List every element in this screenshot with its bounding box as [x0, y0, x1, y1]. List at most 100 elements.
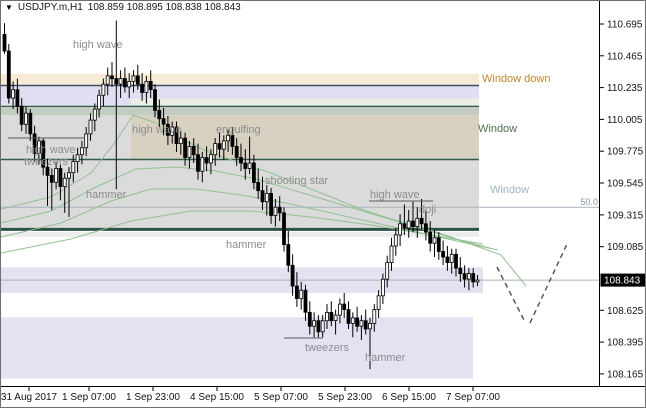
bear-candle [428, 231, 433, 244]
price-axis-label: 110.695 [607, 20, 643, 31]
pattern-annotation: engulfing [216, 124, 261, 136]
gray-understrip [1, 232, 479, 237]
pattern-annotation: high wave [26, 144, 76, 156]
pattern-annotation: Window [478, 123, 517, 135]
bull-candle [11, 89, 16, 99]
bull-candle [406, 220, 411, 229]
bear-candle [251, 162, 256, 183]
moving-average-line [1, 210, 484, 254]
bear-candle [355, 317, 360, 327]
bear-candle [290, 264, 295, 287]
bull-candle [101, 83, 106, 96]
bull-candle [67, 172, 71, 179]
bear-candle [148, 81, 153, 91]
price-axis-label: 108.395 [607, 338, 644, 349]
bull-candle [333, 314, 338, 322]
bull-candle [200, 157, 205, 172]
bear-candle [423, 223, 428, 233]
time-axis-label: 6 Sep 15:00 [382, 392, 436, 403]
bull-candle [247, 162, 252, 169]
pattern-annotation: high wave [73, 39, 123, 51]
price-axis-label: 110.005 [607, 115, 643, 126]
bull-candle [24, 112, 28, 125]
pattern-annotation: high wave [370, 189, 420, 201]
bull-candle [187, 145, 192, 158]
bull-candle [144, 81, 149, 93]
pattern-annotation: hammer [226, 239, 267, 251]
bull-candle [213, 143, 218, 156]
bear-candle [123, 78, 127, 88]
bull-candle [88, 119, 93, 135]
bear-candle [441, 251, 446, 258]
pattern-annotation: tweezers [24, 156, 69, 168]
bull-candle [398, 223, 403, 236]
bear-candle [346, 309, 351, 324]
bull-candle [221, 140, 226, 150]
bull-candle [84, 133, 89, 149]
symbol-dropdown-icon[interactable]: ▼ [5, 2, 13, 12]
bull-candle [71, 161, 76, 174]
chart-title-bar: ▼ USDJPY.m,H1 108.859 108.895 108.838 10… [5, 2, 241, 13]
bear-candle [204, 157, 209, 164]
pattern-annotation: shooting star [265, 175, 328, 187]
bear-candle [165, 123, 170, 136]
bear-candle [329, 311, 334, 322]
chart-symbol-title: USDJPY.m,H1 [17, 2, 83, 13]
bear-candle [217, 143, 222, 150]
bull-candle [350, 317, 355, 324]
bear-candle [260, 190, 265, 203]
time-axis-label: 1 Sep 23:00 [126, 392, 180, 403]
bear-candle [363, 320, 368, 330]
bear-candle [239, 157, 243, 164]
bear-candle [419, 217, 424, 225]
bull-candle [376, 295, 381, 310]
time-axis-label: 1 Sep 07:00 [62, 392, 116, 403]
price-axis-label: 110.235 [607, 83, 643, 94]
current-price-tag [600, 273, 645, 287]
price-axis-label: 108.625 [607, 306, 644, 317]
bull-candle [37, 140, 41, 154]
bear-candle [196, 154, 200, 172]
bull-candle [312, 320, 317, 327]
bull-candle [393, 234, 398, 247]
bull-candle [299, 289, 304, 299]
price-axis-label: 108.165 [607, 369, 644, 380]
bull-candle [320, 320, 325, 333]
bear-candle [41, 140, 46, 168]
time-axis-label: 31 Aug 2017 [1, 392, 58, 403]
bear-candle [49, 174, 54, 183]
bear-candle [243, 162, 248, 169]
bear-candle [161, 118, 166, 125]
forecast-arrow-dashed [529, 243, 568, 324]
time-axis-label: 5 Sep 23:00 [318, 392, 372, 403]
bear-candle [303, 289, 308, 313]
bear-candle [45, 166, 50, 176]
bull-candle [449, 253, 454, 264]
bull-candle [226, 134, 231, 142]
bear-candle [6, 50, 11, 99]
bear-candle [28, 112, 33, 135]
bull-candle [105, 75, 110, 85]
forecast-arrow-dashed [496, 266, 526, 323]
moving-average-line [1, 166, 494, 250]
bear-candle [230, 134, 235, 147]
bull-candle [80, 147, 84, 156]
bear-candle [15, 89, 20, 107]
bear-candle [153, 89, 157, 111]
bull-candle [97, 94, 101, 110]
chart-ohlc-values: 108.859 108.895 108.838 108.843 [87, 2, 241, 13]
bear-candle [436, 237, 441, 252]
price-axis-label: 109.545 [607, 179, 644, 190]
bear-candle [445, 256, 450, 263]
bear-candle [157, 110, 162, 120]
bear-candle [191, 145, 196, 156]
pattern-annotation: doji [419, 204, 436, 216]
bull-candle [385, 262, 390, 280]
bear-candle [256, 181, 261, 192]
bull-candle [54, 168, 58, 183]
bull-candle [337, 303, 342, 316]
bear-candle [411, 220, 415, 228]
bull-candle [389, 245, 394, 264]
